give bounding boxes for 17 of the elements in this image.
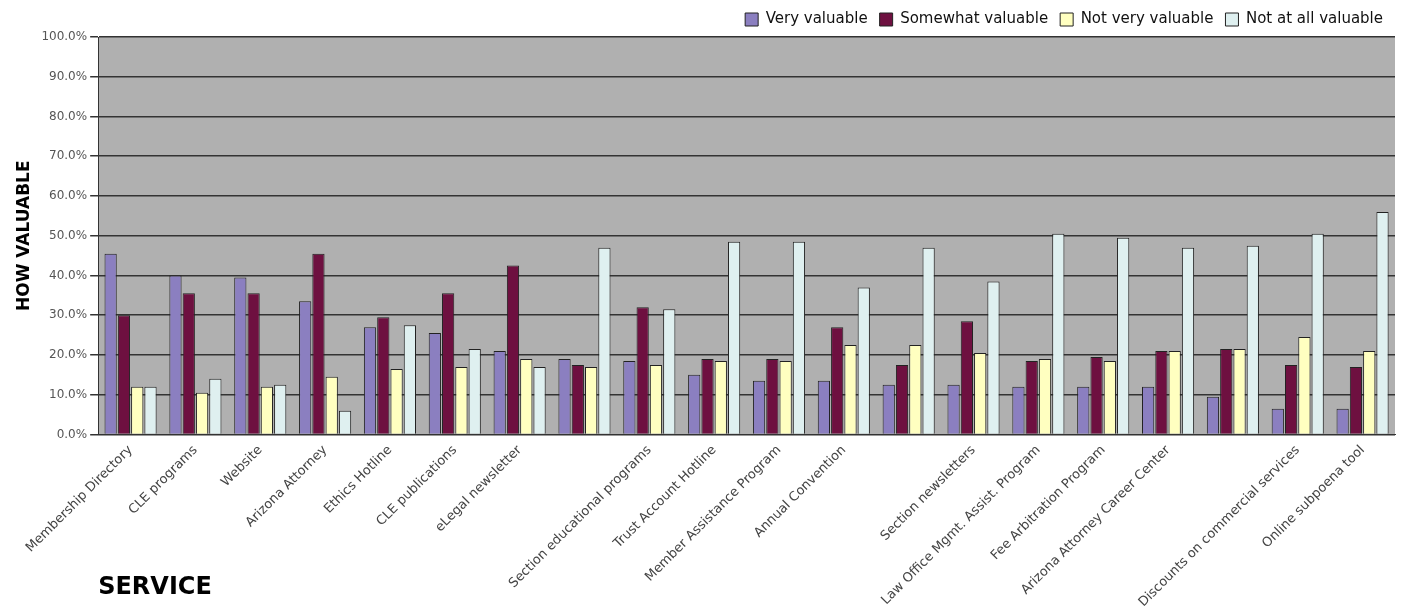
- y-tick-label: 80.0%: [49, 108, 88, 123]
- y-tick-label: 0.0%: [56, 426, 88, 441]
- y-tick-label: 60.0%: [49, 188, 88, 203]
- legend-label: Not very valuable: [1080, 9, 1214, 28]
- y-tick-label: 20.0%: [49, 347, 88, 362]
- legend-label: Somewhat valuable: [900, 9, 1049, 28]
- legend-label: Very valuable: [765, 9, 868, 28]
- y-tick-label: 30.0%: [49, 307, 88, 322]
- y-axis-title: HOW VALUABLE: [12, 160, 33, 312]
- y-tick-label: 100.0%: [41, 29, 88, 44]
- y-tick-label: 70.0%: [49, 148, 88, 163]
- y-tick-label: 40.0%: [49, 267, 88, 282]
- y-tick-label: 10.0%: [49, 386, 88, 401]
- y-tick-label: 50.0%: [49, 227, 88, 242]
- y-tick-label: 90.0%: [49, 68, 88, 83]
- x-axis-title: SERVICE: [98, 571, 212, 600]
- legend-label: Not at all valuable: [1245, 9, 1384, 28]
